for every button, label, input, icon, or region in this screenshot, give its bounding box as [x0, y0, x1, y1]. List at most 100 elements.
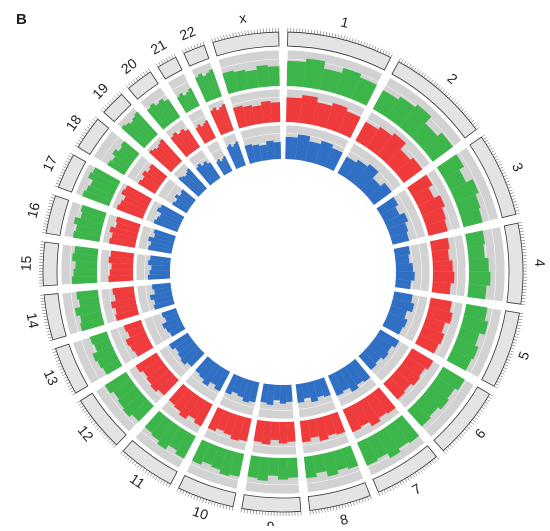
ideogram-tick	[117, 94, 120, 97]
chromosome-label: 1	[339, 14, 351, 31]
ideogram-tick	[188, 493, 190, 497]
ideogram-tick	[330, 507, 331, 511]
ideogram-tick	[47, 334, 51, 335]
ideogram-tick	[353, 501, 354, 505]
ideogram-tick	[443, 451, 446, 454]
ideogram-tick	[505, 178, 509, 180]
ideogram-tick	[42, 233, 46, 234]
chromosome-label: 8	[338, 511, 350, 526]
chromosome-label: 19	[89, 80, 111, 102]
ideogram-tick	[150, 473, 152, 476]
bar	[72, 276, 97, 284]
ideogram-tick	[120, 451, 123, 454]
ideogram-tick	[501, 170, 505, 172]
ideogram-tick	[507, 184, 511, 185]
bar	[469, 272, 491, 286]
ideogram-tick	[131, 81, 133, 84]
ideogram-tick	[480, 410, 483, 412]
ideogram-tick	[171, 55, 173, 59]
ideogram-tick	[72, 393, 75, 395]
ideogram-tick	[381, 491, 383, 495]
ideogram-tick	[43, 230, 47, 231]
ideogram-tick	[242, 32, 243, 36]
ideogram-tick	[45, 218, 49, 219]
ideogram-tick	[521, 237, 525, 238]
bar	[268, 66, 280, 86]
ideogram-tick	[476, 414, 479, 416]
ideogram-tick	[239, 32, 240, 36]
ideogram-tick	[55, 357, 59, 358]
ideogram-tick	[449, 96, 452, 99]
ideogram-tick	[414, 68, 416, 71]
ideogram-tick	[419, 71, 421, 74]
ideogram-tick	[43, 227, 47, 228]
ideogram-tick	[327, 508, 328, 512]
ideogram-tick	[440, 87, 443, 90]
ideogram-tick	[89, 124, 92, 126]
ideogram-tick	[130, 459, 133, 462]
ideogram-tick	[47, 212, 51, 213]
ideogram-tick	[391, 54, 393, 58]
ideogram-tick	[80, 406, 83, 408]
ideogram-tick	[438, 86, 441, 89]
ideogram-tick	[43, 313, 47, 314]
ideogram-tick	[519, 225, 523, 226]
ideogram-tick	[399, 58, 401, 62]
ideogram-tick	[363, 42, 364, 46]
ideogram-tick	[112, 98, 115, 101]
ideogram-tick	[511, 196, 515, 197]
ideogram-tick	[200, 43, 201, 47]
ideogram-tick	[191, 46, 193, 50]
ideogram-tick	[417, 471, 419, 474]
ideogram-tick	[356, 501, 357, 505]
ideogram-tick	[143, 72, 145, 75]
ideogram-tick	[142, 468, 144, 471]
ideogram-tick	[93, 119, 96, 122]
ideogram-tick	[169, 56, 171, 60]
chromosome-label: 10	[191, 503, 211, 523]
ideogram-tick	[82, 134, 85, 136]
ideogram-tick	[314, 30, 315, 34]
ideogram-tick	[322, 509, 323, 513]
ideogram-tick	[421, 73, 423, 76]
bar	[286, 97, 302, 123]
ideogram-tick	[395, 485, 397, 489]
bar	[75, 261, 97, 269]
ideogram-tick	[452, 442, 455, 445]
ideogram-tick	[506, 181, 510, 182]
ideogram-tick	[197, 496, 198, 500]
ideogram-tick	[200, 498, 201, 502]
ideogram-tick	[491, 150, 494, 152]
ideogram-tick	[191, 494, 193, 498]
ideogram-tick	[244, 509, 245, 513]
ideogram-tick	[515, 210, 519, 211]
bar	[110, 269, 133, 275]
ideogram-tick	[221, 36, 222, 40]
bar	[288, 457, 299, 477]
ideogram-tick	[488, 397, 491, 399]
ideogram-tick	[66, 382, 70, 384]
bar	[150, 270, 170, 275]
ideogram-tick	[156, 64, 158, 67]
ideogram-tick	[224, 35, 225, 39]
ideogram-tick	[320, 31, 321, 35]
ideogram-tick	[212, 39, 213, 43]
ideogram-tick	[317, 31, 318, 35]
ideogram-tick	[514, 204, 518, 205]
ideogram-tick	[69, 388, 73, 390]
ideogram-tick	[392, 486, 394, 490]
ideogram-tick	[316, 510, 317, 514]
ideogram-tick	[494, 386, 498, 388]
ideogram-tick	[370, 496, 371, 500]
ideogram-tick	[457, 104, 460, 107]
chromosome-label: 18	[62, 112, 84, 134]
ideogram-tick	[454, 440, 457, 443]
bar	[280, 385, 287, 404]
ideogram-tick	[500, 167, 504, 169]
ideogram-tick	[332, 33, 333, 37]
ideogram-tick	[365, 498, 366, 502]
chromosome-label: 14	[24, 311, 43, 330]
ideogram-tick	[377, 48, 379, 52]
ideogram-tick	[511, 348, 515, 349]
